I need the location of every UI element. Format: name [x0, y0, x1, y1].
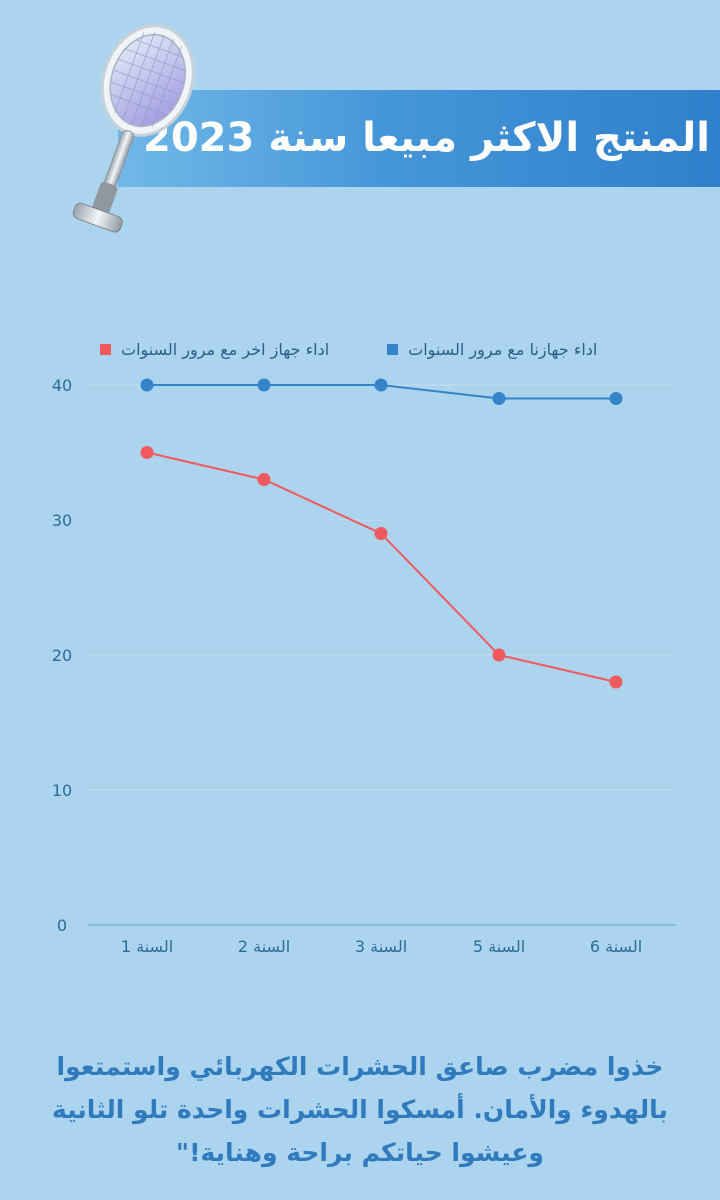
data-point-ours: [374, 378, 388, 392]
data-point-other: [257, 473, 271, 486]
y-tick-label: 20: [52, 646, 72, 665]
data-point-ours: [609, 392, 623, 405]
data-point-ours: [257, 378, 271, 392]
x-tick-label: السنة 3: [355, 937, 407, 956]
data-point-other: [492, 648, 506, 662]
data-point-ours: [492, 392, 506, 405]
promo-caption: خذوا مضرب صاعق الحشرات الكهربائي واستمتع…: [52, 1052, 668, 1167]
electric-fly-swatter-icon: [72, 24, 195, 233]
legend-label-other: اداء جهاز اخر مع مرور السنوات: [121, 339, 330, 359]
legend-swatch-ours: [387, 343, 399, 355]
data-point-other: [374, 527, 388, 540]
legend-item-other: اداء جهاز اخر مع مرور السنوات: [100, 335, 329, 363]
x-tick-label: السنة 1: [121, 937, 173, 956]
data-point-other: [140, 446, 154, 459]
x-tick-label: السنة 5: [473, 937, 525, 956]
title-banner: المنتج الاكثر مبيعا سنة 2023: [118, 90, 720, 187]
x-tick-label: السنة 6: [590, 937, 642, 956]
legend-swatch-other: [100, 343, 111, 355]
line-chart: 0 10 20 30 40 السنة 1 السنة 2 السنة 3 السنة 5 الس…: [52, 376, 676, 956]
legend-item-ours: اداء جهازنا مع مرور السنوات: [387, 335, 597, 363]
chart-legend: اداء جهاز اخر مع مرور السنوات اداء جهازن…: [100, 335, 622, 363]
page-title: المنتج الاكثر مبيعا سنة 2023: [143, 115, 710, 161]
series-line-other: [146, 451, 617, 683]
y-tick-label: 0: [57, 916, 67, 935]
y-tick-label: 10: [52, 781, 72, 800]
y-tick-label: 40: [52, 376, 72, 395]
legend-label-ours: اداء جهازنا مع مرور السنوات: [408, 339, 598, 359]
x-tick-label: السنة 2: [238, 937, 290, 956]
y-tick-label: 30: [52, 511, 72, 530]
data-point-other: [609, 675, 623, 689]
data-point-ours: [140, 378, 154, 392]
